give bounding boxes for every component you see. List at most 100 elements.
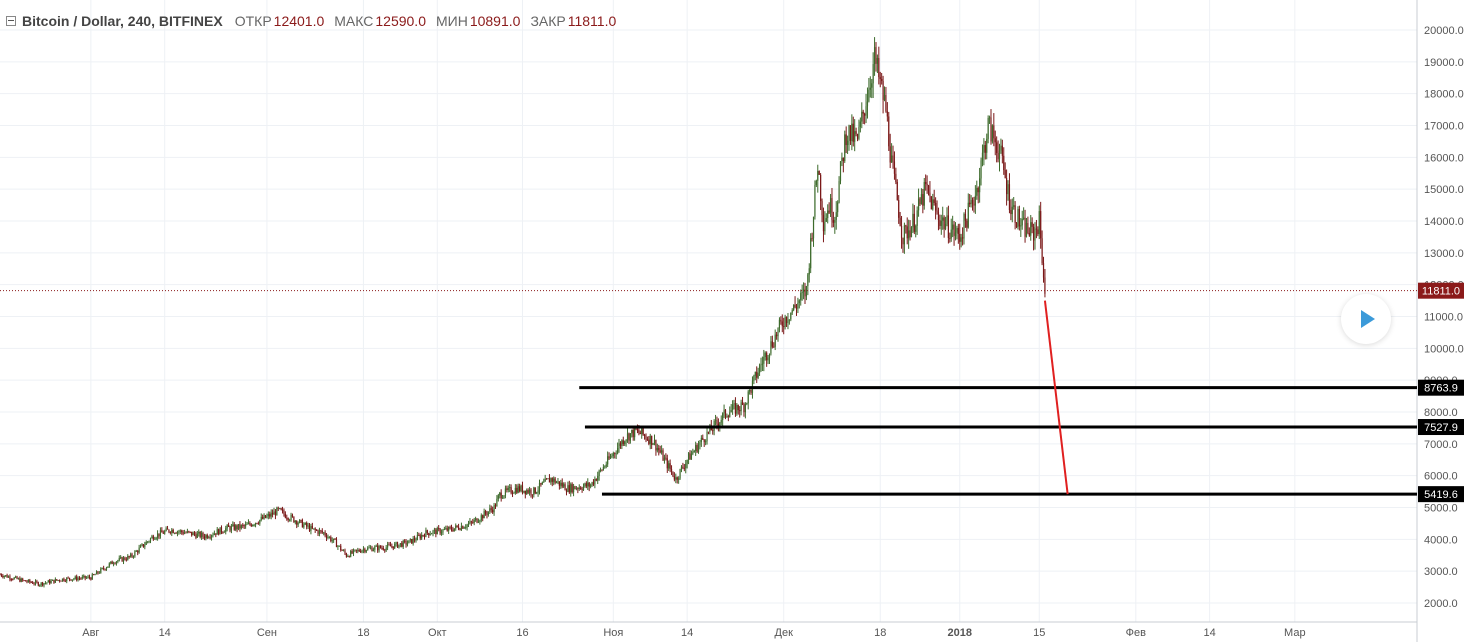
candle-body bbox=[252, 524, 254, 527]
candle-body bbox=[425, 530, 427, 538]
candle-body bbox=[750, 389, 752, 393]
candle-body bbox=[526, 490, 528, 495]
candle-body bbox=[922, 194, 924, 206]
candle-body bbox=[861, 111, 863, 122]
candle-body bbox=[56, 579, 58, 581]
candle-body bbox=[88, 576, 91, 578]
candle-body bbox=[926, 184, 928, 186]
candle-body bbox=[624, 441, 626, 445]
candle-body bbox=[396, 542, 399, 548]
candle-body bbox=[553, 478, 555, 482]
play-button[interactable] bbox=[1341, 294, 1391, 344]
candle-body bbox=[477, 521, 480, 523]
candle-body bbox=[521, 485, 524, 493]
candle-body bbox=[696, 445, 698, 452]
candle-body bbox=[956, 227, 958, 233]
candle-body bbox=[137, 551, 139, 553]
candle-body bbox=[1007, 184, 1009, 195]
candle-body bbox=[301, 520, 304, 528]
candle-body bbox=[389, 544, 392, 547]
candle-body bbox=[817, 171, 819, 181]
candle-body bbox=[980, 160, 982, 179]
candle-body bbox=[983, 145, 985, 153]
candle-body bbox=[628, 433, 630, 441]
candle-body bbox=[300, 519, 302, 521]
candle-body bbox=[446, 528, 448, 531]
candle-body bbox=[209, 537, 211, 539]
candle-body bbox=[554, 478, 556, 484]
candle-body bbox=[675, 477, 677, 480]
candle-body bbox=[43, 583, 45, 586]
candle-body bbox=[304, 522, 306, 525]
open-label: ОТКР bbox=[234, 13, 272, 29]
candle-body bbox=[77, 578, 79, 581]
candle-body bbox=[438, 528, 440, 529]
candle-body bbox=[235, 525, 237, 530]
candle-body bbox=[661, 450, 663, 453]
candle-body bbox=[773, 346, 775, 348]
candle-body bbox=[551, 478, 553, 482]
candle-body bbox=[93, 574, 95, 576]
candle-body bbox=[531, 494, 534, 496]
candle-body bbox=[130, 554, 132, 557]
candle-body bbox=[560, 482, 562, 486]
y-tick-label: 6000.0 bbox=[1424, 471, 1458, 483]
candle-body bbox=[643, 434, 646, 436]
candle-body bbox=[103, 567, 105, 569]
candle-body bbox=[281, 509, 284, 511]
candle-body bbox=[122, 557, 125, 562]
candle-body bbox=[936, 210, 938, 213]
candle-body bbox=[155, 537, 157, 539]
candle-body bbox=[538, 482, 541, 491]
collapse-icon[interactable] bbox=[6, 16, 16, 26]
candle-body bbox=[148, 541, 150, 543]
candle-body bbox=[91, 574, 93, 580]
x-tick-label: Ноя bbox=[603, 627, 623, 639]
y-tick-label: 3000.0 bbox=[1424, 566, 1458, 578]
candle-body bbox=[337, 545, 339, 548]
x-tick-label: Фев bbox=[1126, 627, 1146, 639]
candle-body bbox=[933, 199, 935, 203]
candle-body bbox=[277, 507, 279, 509]
candle-body bbox=[158, 533, 160, 537]
candle-body bbox=[131, 554, 133, 557]
candle-body bbox=[678, 478, 680, 480]
candle-body bbox=[358, 549, 360, 552]
candle-body bbox=[159, 530, 162, 537]
candle-body bbox=[340, 545, 342, 551]
candle-body bbox=[873, 47, 876, 65]
candle-body bbox=[807, 274, 809, 287]
candle-body bbox=[431, 533, 433, 535]
candle-body bbox=[465, 527, 467, 529]
candle-body bbox=[925, 182, 927, 185]
candle-body bbox=[476, 518, 478, 523]
support-level-label: 7527.9 bbox=[1424, 422, 1458, 434]
candle-body bbox=[59, 580, 61, 581]
candle-body bbox=[574, 486, 576, 490]
candle-body bbox=[534, 487, 536, 494]
candle-body bbox=[882, 81, 884, 100]
candle-body bbox=[716, 420, 718, 424]
candle-body bbox=[631, 429, 633, 434]
candle-body bbox=[1035, 228, 1038, 230]
candle-body bbox=[41, 582, 44, 586]
candle-body bbox=[915, 225, 917, 232]
candle-body bbox=[872, 64, 874, 84]
candle-body bbox=[797, 302, 799, 309]
candle-body bbox=[269, 514, 271, 517]
symbol-title[interactable]: Bitcoin / Dollar, 240, BITFINEX bbox=[22, 13, 223, 29]
candle-body bbox=[919, 198, 921, 204]
candle-body bbox=[906, 226, 908, 239]
candle-body bbox=[611, 456, 613, 457]
candle-body bbox=[506, 488, 508, 490]
candle-body bbox=[766, 352, 768, 361]
candle-body bbox=[598, 470, 600, 477]
candle-body bbox=[517, 486, 519, 493]
candle-body bbox=[1020, 225, 1022, 227]
candle-body bbox=[1025, 223, 1028, 237]
candle-body bbox=[266, 516, 268, 518]
candle-body bbox=[961, 237, 964, 239]
y-tick-label: 13000.0 bbox=[1424, 248, 1464, 260]
candle-body bbox=[997, 152, 999, 160]
